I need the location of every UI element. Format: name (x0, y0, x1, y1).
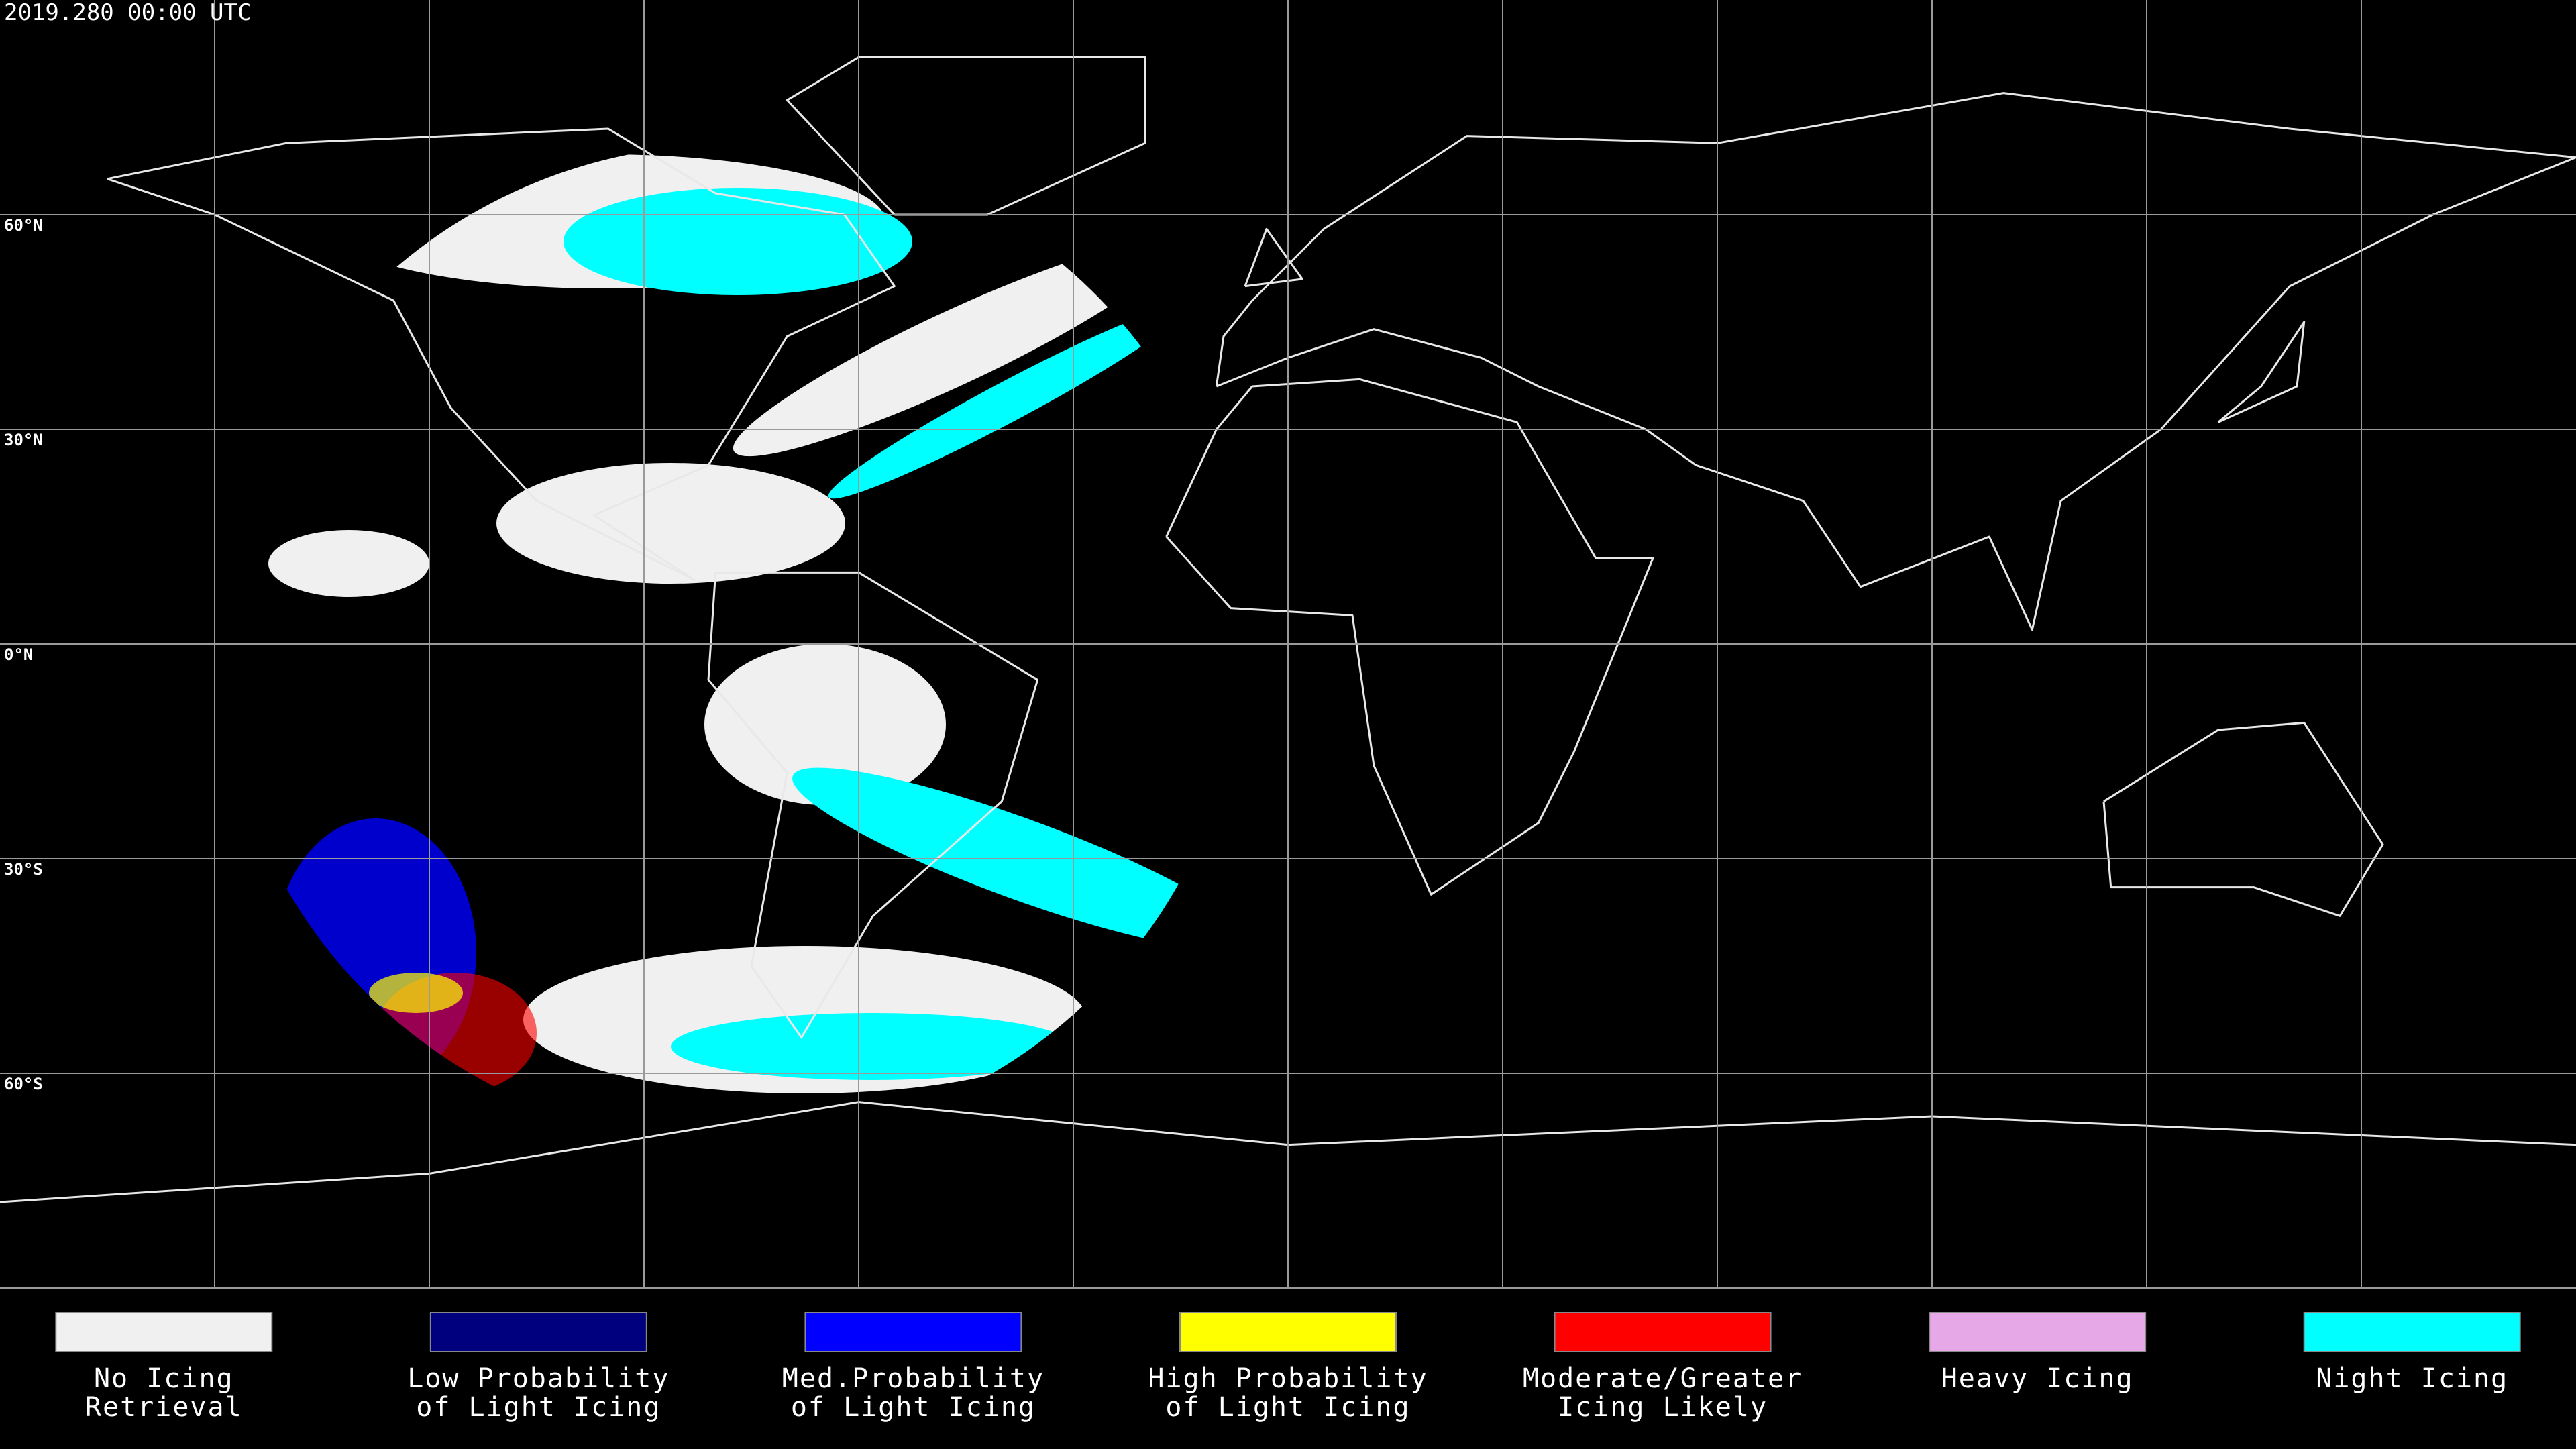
legend-label: Retrieval (85, 1392, 243, 1423)
legend-label: Moderate/Greater (1523, 1363, 1803, 1394)
legend-swatch (804, 1312, 1022, 1352)
timestamp: 2019.280 00:00 UTC (4, 0, 251, 26)
legend-label: High Probability (1148, 1363, 1428, 1394)
latitude-label: 60°N (4, 216, 43, 235)
latitude-label: 30°N (4, 431, 43, 449)
legend-label: Med.Probability (782, 1363, 1044, 1394)
graticule (0, 0, 2576, 1289)
legend-swatch (1929, 1312, 2147, 1352)
legend-label: No Icing (94, 1363, 234, 1394)
latitude-labels: 60°N 30°N 0°N 30°S 60°S (4, 216, 43, 1093)
legend-swatch (429, 1312, 647, 1352)
coastline (1165, 378, 1654, 896)
latitude-label: 60°S (4, 1075, 43, 1093)
legend-swatch (1554, 1312, 1772, 1352)
coastline (2102, 721, 2384, 917)
coastline (707, 571, 1039, 1039)
legend-swatch (2303, 1312, 2521, 1352)
legend-item: Night Icing (2303, 1312, 2521, 1394)
coastline (1244, 227, 1303, 288)
legend-swatch (1179, 1312, 1397, 1352)
latitude-label: 0°N (4, 645, 33, 664)
legend-swatch (55, 1312, 273, 1352)
legend-label: of Light Icing (791, 1392, 1036, 1423)
legend-item: Heavy Icing (1929, 1312, 2147, 1394)
coastline (1215, 92, 2576, 631)
legend-label: Night Icing (2316, 1363, 2508, 1394)
latitude-label: 30°S (4, 860, 43, 879)
legend-label: Icing Likely (1558, 1392, 1768, 1423)
legend-label: of Light Icing (416, 1392, 661, 1423)
legend-label: Heavy Icing (1941, 1363, 2134, 1394)
coastline (2217, 321, 2306, 423)
legend-label: of Light Icing (1165, 1392, 1410, 1423)
legend-label: Low Probability (407, 1363, 669, 1394)
